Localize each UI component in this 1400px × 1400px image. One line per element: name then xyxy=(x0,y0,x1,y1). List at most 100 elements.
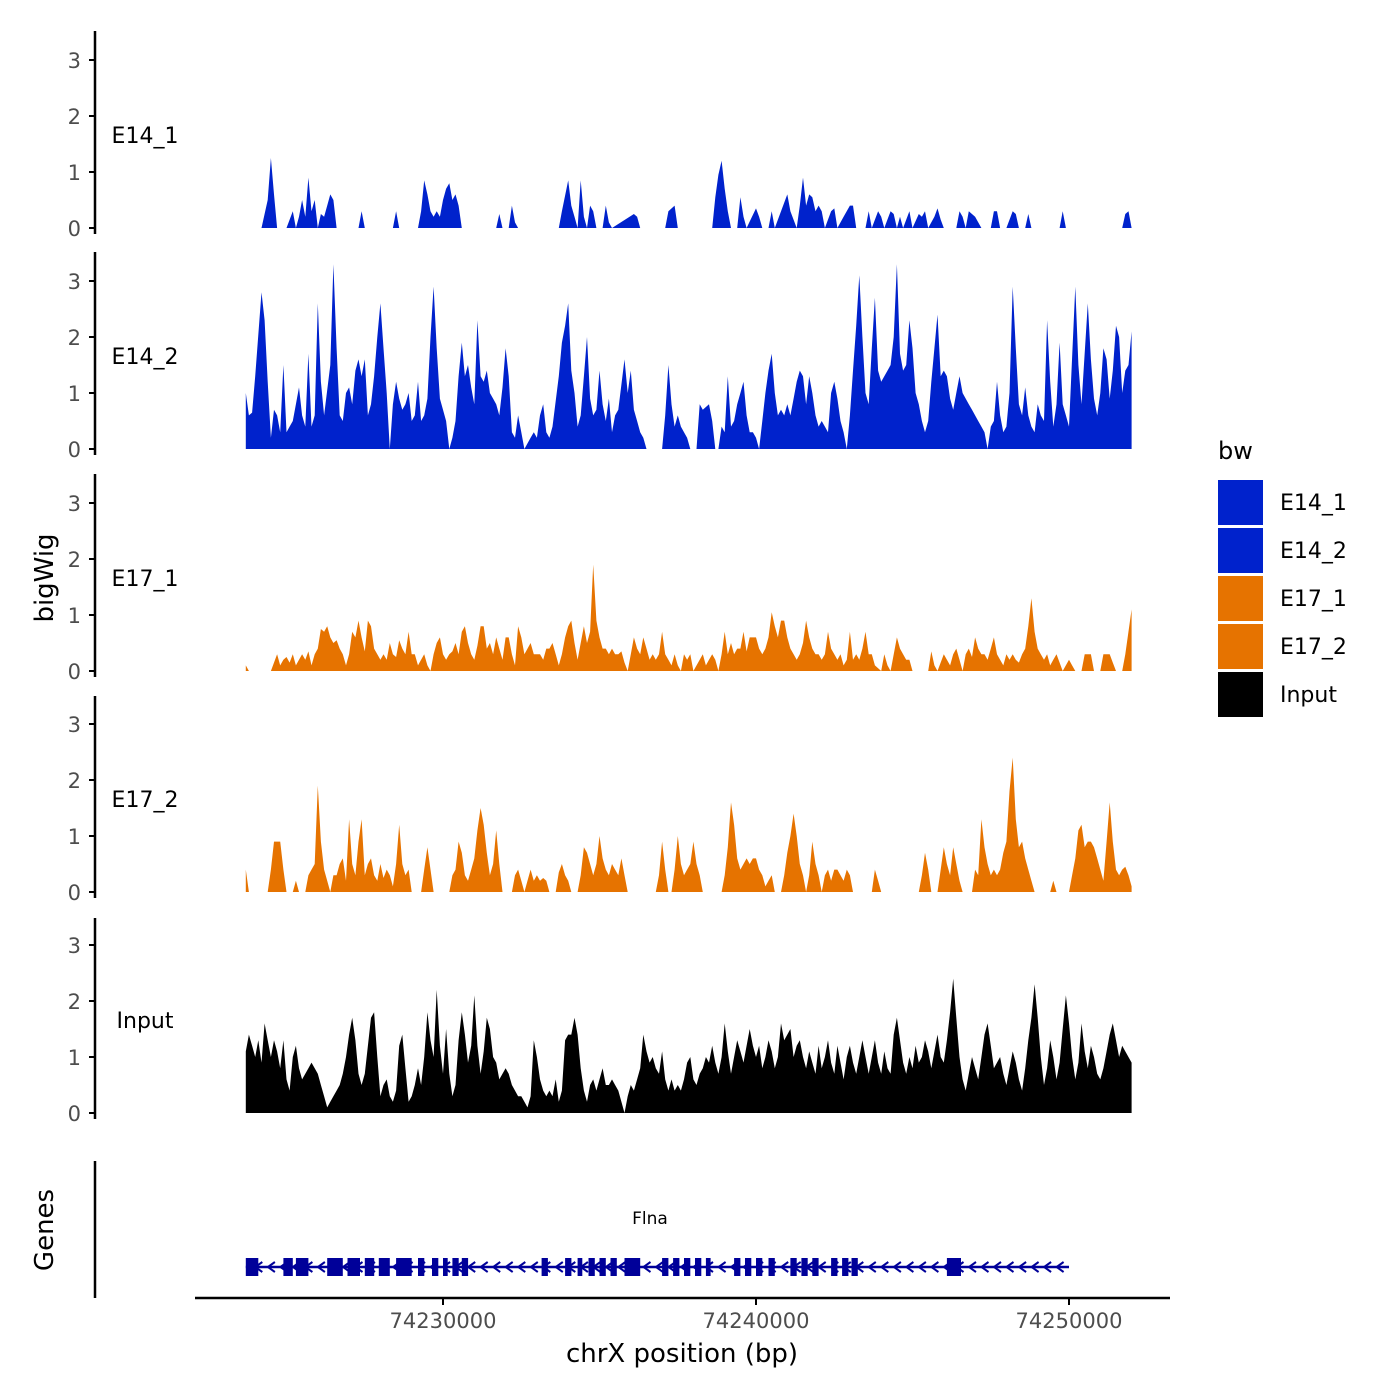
gene-exon xyxy=(610,1258,617,1276)
gene-exon xyxy=(801,1258,808,1276)
gene-exon xyxy=(831,1258,838,1276)
gene-exon xyxy=(565,1258,572,1276)
x-tick-label: 74230000 xyxy=(390,1309,497,1333)
x-axis-label: chrX position (bp) xyxy=(566,1339,798,1369)
gene-exon xyxy=(283,1258,293,1276)
y-tick-label: 0 xyxy=(68,1102,81,1126)
gene-exon xyxy=(443,1258,448,1276)
strand-chevron xyxy=(616,1261,626,1273)
gene-exon xyxy=(245,1258,259,1276)
legend: bw E14_1 E14_2 E17_1 E17_2 Input xyxy=(1218,437,1347,717)
track-e14-1: 0 1 2 3 E14_1 xyxy=(68,31,1132,241)
y-tick-label: 0 xyxy=(68,217,81,241)
strand-chevron xyxy=(892,1261,902,1273)
gene-exon xyxy=(577,1258,583,1276)
strand-chevron xyxy=(879,1261,889,1273)
coverage-area xyxy=(245,978,1132,1113)
coverage-area xyxy=(245,264,1132,449)
strand-chevron xyxy=(1017,1261,1027,1273)
gene-exon xyxy=(673,1258,680,1276)
legend-swatch xyxy=(1218,672,1263,717)
gene-exon xyxy=(705,1258,711,1276)
y-tick-label: 2 xyxy=(68,326,81,350)
gene-exon xyxy=(812,1258,819,1276)
x-axis: 74230000 74240000 74250000 xyxy=(195,1296,1170,1333)
strand-chevron xyxy=(491,1261,501,1273)
y-axis-label: bigWig xyxy=(30,533,60,622)
genes-track: Flna xyxy=(93,1161,1069,1298)
gene-exon xyxy=(347,1258,360,1276)
y-tick-label: 3 xyxy=(68,713,81,737)
gene-exon xyxy=(684,1258,691,1276)
strand-chevron xyxy=(867,1261,877,1273)
y-tick-label: 2 xyxy=(68,990,81,1014)
x-tick-label: 74240000 xyxy=(703,1309,810,1333)
y-tick-label: 3 xyxy=(68,934,81,958)
gene-exon xyxy=(790,1258,797,1276)
track-panels: 0 1 2 3 E14_1 0 1 2 3 E14_2 0 1 2 3 E17_1 0 1 2 3 E17_2 0 1 2 3… xyxy=(68,31,1132,1126)
gene-exon xyxy=(842,1258,849,1276)
strand-chevron xyxy=(503,1261,514,1273)
gene-exon xyxy=(396,1258,412,1276)
gene-exon xyxy=(695,1258,702,1276)
gene-exon xyxy=(768,1258,775,1276)
gene-exon xyxy=(327,1258,343,1276)
y-tick-label: 2 xyxy=(68,105,81,129)
gene-exon xyxy=(662,1258,669,1276)
strand-chevron xyxy=(654,1261,664,1273)
strand-chevron xyxy=(816,1261,827,1273)
track-label: E17_1 xyxy=(112,567,179,592)
gene-exon xyxy=(946,1258,961,1276)
strand-chevron xyxy=(1004,1261,1015,1273)
strand-chevron xyxy=(1029,1261,1040,1273)
gene-exon xyxy=(745,1258,752,1276)
y-tick-label: 0 xyxy=(68,660,81,684)
gene-exon xyxy=(295,1258,309,1276)
gene-exon xyxy=(756,1258,763,1276)
track-label: Input xyxy=(117,1009,174,1034)
y-tick-label: 1 xyxy=(68,604,81,628)
strand-chevron xyxy=(1042,1261,1052,1273)
y-tick-label: 3 xyxy=(68,49,81,73)
strand-chevron xyxy=(716,1261,727,1273)
gene-name-label: Flna xyxy=(632,1209,668,1229)
strand-chevron xyxy=(979,1261,990,1273)
strand-chevron xyxy=(779,1261,789,1273)
strand-chevron xyxy=(917,1261,927,1273)
y-tick-label: 0 xyxy=(68,438,81,462)
strand-chevron xyxy=(1054,1261,1065,1273)
legend-label: E14_1 xyxy=(1280,491,1347,516)
y-tick-label: 0 xyxy=(68,881,81,905)
track-e14-2: 0 1 2 3 E14_2 xyxy=(68,252,1132,462)
gene-exon xyxy=(378,1258,390,1276)
strand-chevron xyxy=(529,1261,539,1273)
gene-exon xyxy=(734,1258,741,1276)
track-e17-2: 0 1 2 3 E17_2 xyxy=(68,696,1132,905)
strand-chevron xyxy=(466,1261,476,1273)
gene-exon xyxy=(452,1258,459,1276)
genes-axis-label: Genes xyxy=(30,1189,60,1271)
y-tick-label: 2 xyxy=(68,769,81,793)
coverage-area xyxy=(245,757,1132,892)
legend-label: E17_2 xyxy=(1280,635,1347,660)
strand-chevron xyxy=(904,1261,914,1273)
legend-label: Input xyxy=(1280,683,1337,708)
gene-exon xyxy=(418,1258,425,1276)
strand-chevron xyxy=(929,1261,939,1273)
gene-exon xyxy=(432,1258,439,1276)
strand-chevron xyxy=(266,1261,276,1273)
strand-chevron xyxy=(316,1261,326,1273)
gene-exon xyxy=(461,1258,469,1276)
gene-exon xyxy=(541,1258,548,1276)
strand-chevron xyxy=(992,1261,1002,1273)
strand-chevron xyxy=(478,1261,489,1273)
y-tick-label: 1 xyxy=(68,1046,81,1070)
y-tick-label: 3 xyxy=(68,270,81,294)
legend-title: bw xyxy=(1218,437,1253,465)
legend-swatch xyxy=(1218,576,1263,621)
legend-swatch xyxy=(1218,624,1263,669)
legend-label: E14_2 xyxy=(1280,539,1347,564)
y-tick-label: 1 xyxy=(68,825,81,849)
y-tick-label: 2 xyxy=(68,548,81,572)
